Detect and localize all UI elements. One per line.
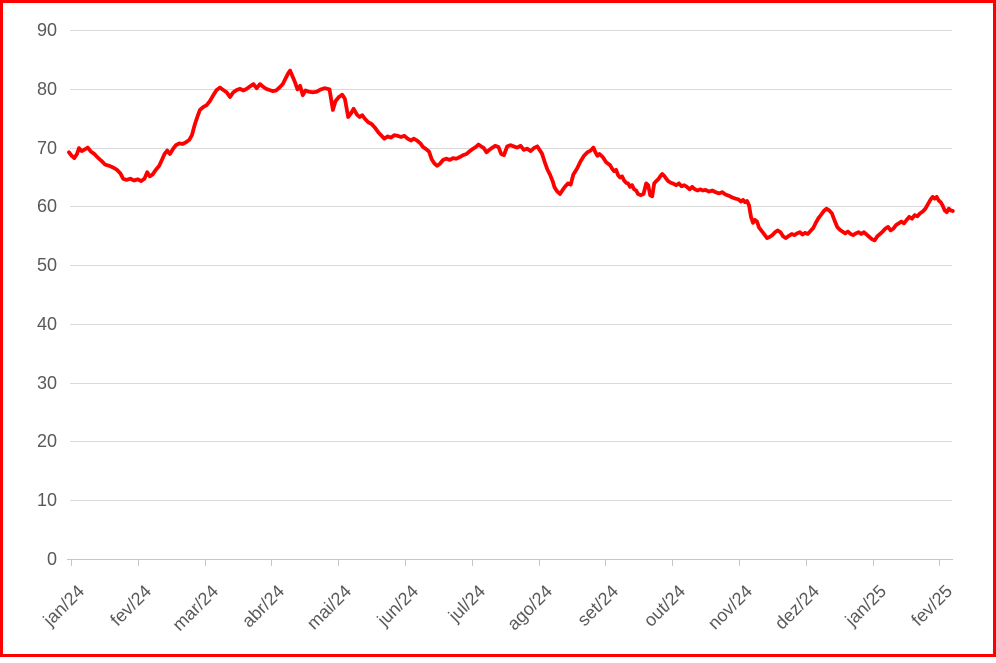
x-tick: [204, 559, 206, 566]
y-axis-label: 70: [36, 137, 57, 158]
x-tick: [872, 559, 874, 566]
x-tick: [739, 559, 740, 566]
x-tick: [939, 559, 941, 566]
gridline: [70, 265, 952, 267]
x-tick: [338, 559, 340, 566]
gridline: [70, 441, 952, 443]
x-tick: [672, 559, 674, 566]
x-tick: [405, 559, 406, 566]
x-tick: [71, 559, 72, 566]
gridline: [70, 206, 952, 208]
x-tick: [805, 559, 807, 566]
y-axis-label: 20: [36, 431, 57, 452]
y-axis-label: 0: [46, 549, 57, 569]
y-axis-label: 80: [36, 78, 57, 99]
gridline: [70, 30, 952, 31]
y-axis-label: 90: [36, 20, 57, 40]
x-tick: [538, 559, 540, 566]
x-tick: [271, 559, 273, 566]
gridline: [70, 147, 952, 149]
x-axis-line: [67, 559, 953, 560]
y-axis-label: 30: [36, 372, 57, 393]
gridline: [70, 500, 952, 502]
y-axis-label: 10: [36, 490, 57, 511]
gridline: [70, 88, 952, 90]
x-tick: [605, 559, 607, 566]
y-axis-label: 40: [36, 313, 57, 334]
gridline: [70, 323, 952, 325]
gridline: [70, 382, 952, 384]
x-tick: [137, 559, 139, 566]
line-chart-svg: [67, 68, 955, 243]
data-series-line: [67, 68, 955, 243]
y-axis-label: 60: [36, 196, 57, 217]
y-axis-label: 50: [36, 255, 57, 276]
x-tick: [471, 559, 473, 566]
